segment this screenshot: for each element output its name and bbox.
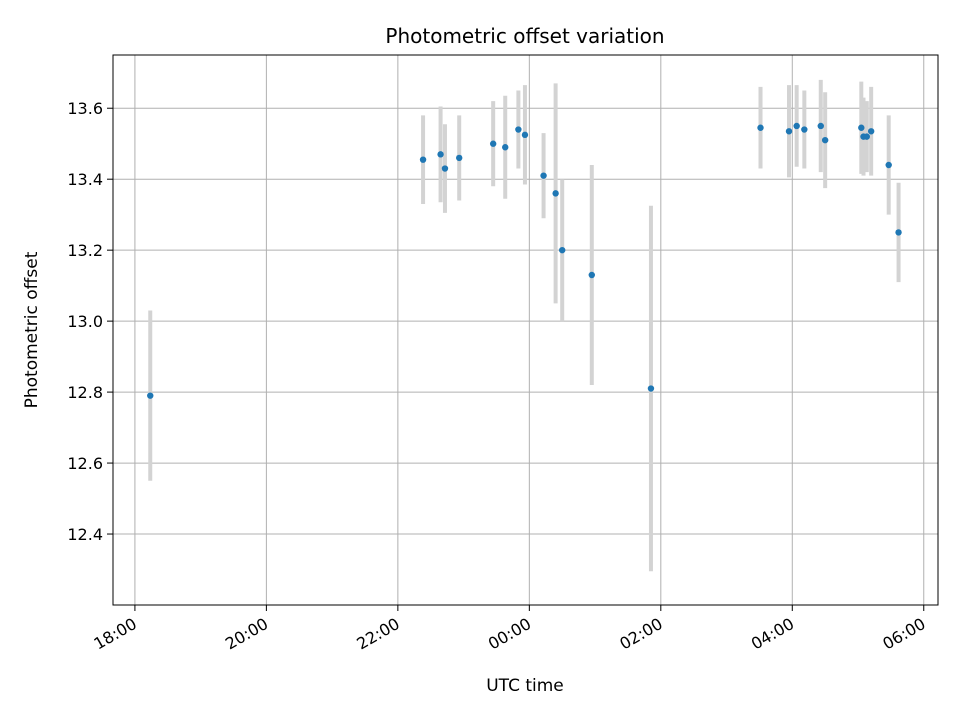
data-point xyxy=(521,131,529,139)
data-point xyxy=(437,151,444,158)
y-axis-label: Photometric offset xyxy=(22,251,42,408)
data-point xyxy=(863,133,870,140)
axes: 18:00 20:00 22:00 00:00 02:00 04:00 06:00 12.4 1… xyxy=(67,99,928,653)
x-axis-label: UTC time xyxy=(486,676,564,696)
data-point xyxy=(147,392,154,399)
data-point xyxy=(559,246,566,254)
data-point xyxy=(502,144,509,151)
error-bars xyxy=(148,79,901,572)
data-point xyxy=(552,190,559,197)
data-point xyxy=(515,126,522,133)
data-point xyxy=(817,122,824,130)
data-point xyxy=(801,126,808,133)
data-point xyxy=(885,161,892,169)
data-point xyxy=(785,128,793,135)
x-tick-label: 00:00 xyxy=(485,614,534,654)
data-point xyxy=(757,124,764,131)
y-tick-label: 13.0 xyxy=(67,312,103,331)
x-tick-label: 04:00 xyxy=(748,614,797,654)
y-tick-label: 12.8 xyxy=(67,383,103,402)
x-tick-label: 06:00 xyxy=(879,614,928,654)
data-point xyxy=(647,385,655,392)
y-tick-label: 13.6 xyxy=(67,99,103,118)
y-tick-label: 13.2 xyxy=(67,241,103,260)
data-points xyxy=(147,122,902,399)
y-tick-label: 12.6 xyxy=(67,454,103,473)
data-point xyxy=(489,140,497,147)
x-tick-label: 20:00 xyxy=(222,614,271,654)
y-tick-label: 13.4 xyxy=(67,170,103,189)
y-tick-label: 12.4 xyxy=(67,525,103,544)
plot-frame xyxy=(112,54,939,606)
data-point xyxy=(441,165,449,172)
x-tick-label: 18:00 xyxy=(90,614,139,654)
data-point xyxy=(540,172,547,179)
data-point xyxy=(456,154,463,162)
x-tick-label: 02:00 xyxy=(616,614,665,654)
x-tick-label: 22:00 xyxy=(353,614,402,654)
data-point xyxy=(793,122,800,130)
data-point xyxy=(858,124,865,131)
chart-title: Photometric offset variation xyxy=(385,24,664,48)
data-point xyxy=(419,156,427,163)
data-point xyxy=(588,271,595,279)
data-point xyxy=(821,136,829,144)
data-point xyxy=(895,229,902,236)
data-point xyxy=(867,128,875,135)
